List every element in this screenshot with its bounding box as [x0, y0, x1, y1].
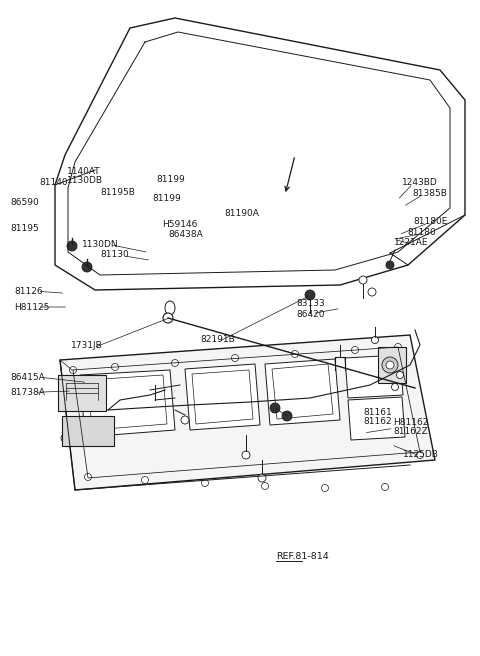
Text: 81385B: 81385B: [413, 189, 448, 198]
Circle shape: [262, 483, 268, 489]
Circle shape: [410, 383, 420, 393]
Polygon shape: [272, 364, 333, 419]
Circle shape: [67, 241, 77, 251]
Circle shape: [111, 363, 119, 371]
Text: REF.81-814: REF.81-814: [276, 552, 329, 561]
Circle shape: [64, 386, 72, 394]
Text: 81140: 81140: [39, 178, 68, 187]
Text: 1130DN: 1130DN: [82, 240, 118, 249]
Text: 1731JB: 1731JB: [71, 341, 103, 350]
Circle shape: [395, 344, 401, 350]
Circle shape: [270, 403, 280, 413]
Circle shape: [291, 350, 299, 358]
Circle shape: [368, 288, 376, 296]
Text: 81162: 81162: [364, 417, 393, 426]
Circle shape: [202, 480, 208, 487]
Polygon shape: [88, 375, 167, 430]
Text: 81162Z: 81162Z: [394, 427, 428, 436]
Polygon shape: [55, 18, 465, 290]
Text: 1243BD: 1243BD: [402, 178, 438, 187]
Circle shape: [359, 276, 367, 284]
Text: 86438A: 86438A: [168, 230, 203, 239]
Circle shape: [84, 474, 92, 480]
Polygon shape: [185, 364, 260, 430]
Circle shape: [382, 483, 388, 491]
Circle shape: [322, 485, 328, 491]
Text: 81199: 81199: [152, 194, 181, 203]
Polygon shape: [265, 359, 340, 425]
Bar: [62, 416, 114, 446]
Text: 81190A: 81190A: [225, 209, 260, 218]
Circle shape: [82, 262, 92, 272]
Polygon shape: [345, 355, 403, 398]
Bar: [378, 347, 406, 383]
Text: 81126: 81126: [14, 287, 43, 296]
Text: 1130DB: 1130DB: [67, 176, 103, 185]
Circle shape: [231, 354, 239, 361]
Polygon shape: [192, 370, 253, 424]
Circle shape: [282, 411, 292, 421]
Circle shape: [171, 359, 179, 367]
Polygon shape: [60, 335, 435, 490]
Text: 1221AE: 1221AE: [394, 238, 428, 247]
Circle shape: [61, 434, 69, 442]
Circle shape: [305, 290, 315, 300]
Text: 81161: 81161: [364, 408, 393, 417]
Circle shape: [386, 261, 394, 269]
Polygon shape: [348, 397, 405, 440]
Text: 81199: 81199: [156, 175, 185, 184]
Text: 81195B: 81195B: [101, 188, 136, 197]
Circle shape: [163, 313, 173, 323]
Circle shape: [392, 384, 398, 390]
Text: 82191B: 82191B: [201, 335, 235, 344]
Text: 81738A: 81738A: [11, 388, 46, 397]
Text: 83133: 83133: [297, 298, 325, 308]
Circle shape: [181, 416, 189, 424]
Ellipse shape: [165, 301, 175, 315]
Text: H81125: H81125: [14, 302, 50, 312]
Text: H59146: H59146: [162, 220, 198, 229]
Circle shape: [258, 474, 266, 482]
Text: 81180: 81180: [407, 228, 436, 237]
Text: 86420: 86420: [297, 310, 325, 319]
Text: 1125DB: 1125DB: [403, 450, 439, 459]
Text: 86590: 86590: [11, 197, 39, 207]
Circle shape: [70, 367, 76, 373]
Text: 81130: 81130: [101, 250, 130, 259]
Circle shape: [417, 451, 423, 459]
Bar: [58, 375, 106, 411]
Circle shape: [351, 346, 359, 354]
Polygon shape: [80, 370, 175, 437]
Text: 1140AT: 1140AT: [67, 167, 101, 176]
Text: 81180E: 81180E: [414, 217, 448, 226]
Circle shape: [386, 361, 394, 369]
Circle shape: [382, 357, 398, 373]
Text: 81195: 81195: [11, 224, 39, 233]
Text: 86415A: 86415A: [11, 373, 45, 382]
Circle shape: [372, 337, 379, 344]
Circle shape: [242, 451, 250, 459]
Text: H81162: H81162: [394, 418, 429, 427]
Circle shape: [396, 371, 404, 379]
Circle shape: [142, 476, 148, 483]
